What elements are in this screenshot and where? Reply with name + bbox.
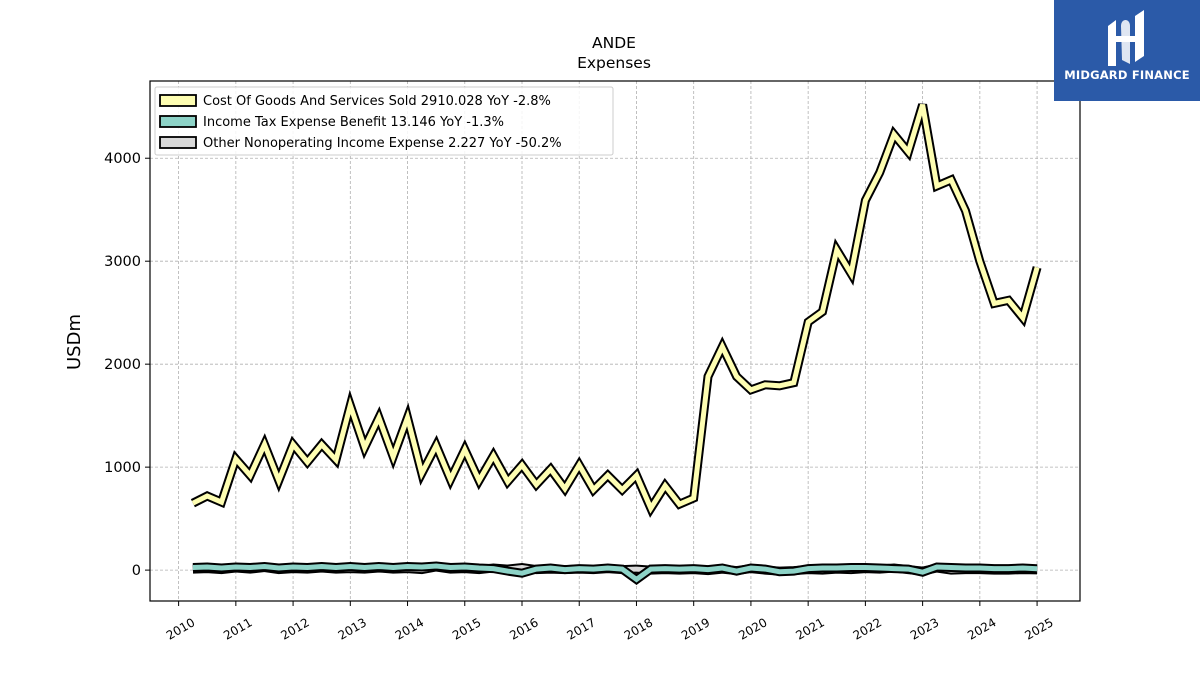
y-axis-label: USDm: [64, 314, 85, 370]
x-tick-label: 2016: [507, 615, 540, 642]
legend-swatch-0: [159, 94, 197, 107]
y-tick-label: 4000: [104, 151, 141, 167]
brand-logo: MIDGARD FINANCE: [1054, 0, 1200, 101]
series-line-0: [191, 103, 1040, 514]
legend-swatch-2: [159, 136, 197, 149]
legend: Cost Of Goods And Services Sold 2910.028…: [154, 86, 614, 156]
y-tick-label: 2000: [104, 357, 141, 373]
x-tick-label: 2014: [393, 615, 426, 642]
grid-layer: [150, 81, 1080, 601]
x-tick-label: 2010: [164, 615, 197, 642]
x-tick-label: 2021: [793, 615, 826, 642]
x-tick-label: 2017: [565, 615, 598, 642]
x-tick-label: 2023: [908, 615, 941, 642]
x-tick-label: 2024: [965, 615, 998, 642]
x-tick-label: 2022: [851, 615, 884, 642]
brand-mark-icon: [1108, 10, 1144, 66]
x-tick-label: 2019: [679, 615, 712, 642]
x-tick-label: 2018: [622, 615, 655, 642]
chart-title: ANDE: [592, 34, 636, 52]
x-tick-label: 2025: [1022, 615, 1055, 642]
series-line-1: [192, 563, 1038, 583]
brand-name: MIDGARD FINANCE: [1064, 68, 1190, 82]
legend-entry-0: Cost Of Goods And Services Sold 2910.028…: [203, 94, 551, 109]
x-tick-label: 2011: [221, 615, 254, 642]
y-tick-label: 3000: [104, 254, 141, 270]
plot-frame: [149, 80, 1081, 602]
series-layer: [190, 103, 1042, 585]
chart-subtitle: Expenses: [577, 54, 651, 72]
x-tick-label: 2020: [736, 615, 769, 642]
legend-swatch-1: [159, 115, 197, 128]
legend-box: [154, 86, 614, 156]
legend-entry-1: Income Tax Expense Benefit 13.146 YoY -1…: [203, 115, 504, 130]
x-tick-label: 2012: [278, 615, 311, 642]
x-tick-label: 2013: [336, 615, 369, 642]
x-tick-label: 2015: [450, 615, 483, 642]
legend-entry-2: Other Nonoperating Income Expense 2.227 …: [203, 136, 562, 151]
y-tick-label: 0: [132, 563, 141, 579]
y-tick-label: 1000: [104, 460, 141, 476]
